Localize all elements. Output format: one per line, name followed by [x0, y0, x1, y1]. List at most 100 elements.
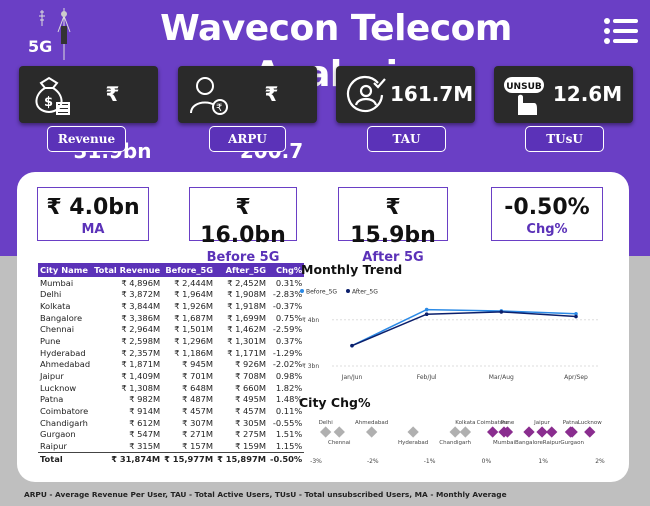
table-row[interactable]: Coimbatore ₹ 914M ₹ 457M ₹ 457M 0.11% — [38, 405, 304, 417]
tusu-label-button[interactable]: TUsU — [525, 126, 604, 152]
city-marker[interactable] — [319, 426, 332, 438]
table-row[interactable]: Ahmedabad ₹ 1,871M ₹ 945M ₹ 926M -2.02% — [38, 358, 304, 370]
table-row[interactable]: Pune ₹ 2,598M ₹ 1,296M ₹ 1,301M 0.37% — [38, 335, 304, 347]
table-cell: 1.48% — [275, 394, 303, 405]
tau-label-button[interactable]: TAU — [367, 126, 446, 152]
col-after-5g[interactable]: After_5G — [215, 263, 269, 277]
table-cell: ₹ 1,964M — [174, 289, 214, 300]
table-row[interactable]: Jaipur ₹ 1,409M ₹ 701M ₹ 708M 0.98% — [38, 370, 304, 382]
col-city-name[interactable]: City Name — [38, 263, 93, 277]
table-cell: ₹ 2,964M — [121, 324, 161, 335]
monthly-trend-title: Monthly Trend — [301, 262, 403, 277]
table-cell: Pune — [40, 336, 61, 347]
city-label: Coimbatore — [477, 420, 510, 426]
5g-tower-logo: 5G — [28, 8, 71, 60]
kpi-tau-value: 161.7M — [390, 82, 474, 106]
city-marker[interactable] — [449, 426, 461, 438]
footer-note: ARPU - Average Revenue Per User, TAU - T… — [24, 490, 507, 499]
table-row[interactable]: Bangalore ₹ 3,386M ₹ 1,687M ₹ 1,699M 0.75% — [38, 312, 304, 324]
table-cell: ₹ 1,171M — [227, 347, 267, 358]
metric-ma-label: MA — [81, 222, 105, 237]
city-label: Bangalore — [515, 440, 544, 446]
table-row[interactable]: Gurgaon ₹ 547M ₹ 271M ₹ 275M 1.51% — [38, 428, 304, 440]
table-row[interactable]: Mumbai ₹ 4,896M ₹ 2,444M ₹ 2,452M 0.31% — [38, 277, 304, 289]
metric-before-label: Before 5G — [206, 250, 280, 265]
table-cell: ₹ 2,452M — [227, 277, 267, 288]
table-cell: ₹ 701M — [182, 370, 214, 381]
table-row[interactable]: Kolkata ₹ 3,844M ₹ 1,926M ₹ 1,918M -0.37% — [38, 300, 304, 312]
table-cell: ₹ 1,501M — [174, 324, 214, 335]
table-cell: 1.82% — [275, 382, 303, 393]
city-marker[interactable] — [523, 426, 535, 438]
table-cell: -0.37% — [272, 301, 303, 312]
table-header-row: City Name Total Revenue Before_5G After_… — [38, 263, 305, 277]
table-cell: Bangalore — [40, 312, 83, 323]
city-chg-chart: Delhi Chennai Ahmedabad Hyderabad Kolkata Cha… — [310, 420, 605, 465]
table-cell: ₹ 2,444M — [174, 277, 214, 288]
col-chg[interactable]: Chg% — [268, 263, 305, 277]
table-cell: Chandigarh — [40, 417, 88, 428]
table-row[interactable]: Lucknow ₹ 1,308M ₹ 648M ₹ 660M 1.82% — [38, 382, 304, 394]
table-cell: Kolkata — [40, 301, 71, 312]
table-cell: 0.11% — [275, 405, 303, 416]
table-row[interactable]: Chennai ₹ 2,964M ₹ 1,501M ₹ 1,462M -2.59% — [38, 324, 304, 336]
monthly-trend-chart: Before_5G After_5G ₹ 4bn ₹ 3bn Jan/Jun Feb/Ju… — [300, 289, 600, 381]
city-marker[interactable] — [546, 426, 558, 438]
x-tick-label: -2% — [367, 458, 379, 465]
city-marker[interactable] — [486, 426, 499, 438]
table-cell: -0.55% — [272, 417, 303, 428]
table-cell: ₹ 612M — [129, 417, 161, 428]
col-total-revenue[interactable]: Total Revenue — [92, 263, 163, 277]
table-cell: ₹ 648M — [182, 382, 214, 393]
table-cell: ₹ 457M — [235, 405, 267, 416]
table-cell: -2.02% — [272, 359, 303, 370]
city-marker[interactable] — [566, 426, 578, 438]
metric-after-label: After 5G — [362, 250, 424, 265]
table-cell: ₹ 495M — [235, 394, 267, 405]
city-marker[interactable] — [501, 426, 514, 438]
menu-icon[interactable] — [604, 18, 638, 44]
city-marker[interactable] — [407, 426, 419, 438]
city-marker[interactable] — [366, 426, 378, 438]
arpu-label-button[interactable]: ARPU — [209, 126, 286, 152]
table-row[interactable]: Patna ₹ 982M ₹ 487M ₹ 495M 1.48% — [38, 393, 304, 405]
unsubscribe-icon: UNSUB — [504, 77, 544, 115]
data-point[interactable] — [424, 312, 429, 316]
x-tick-label: 0% — [482, 458, 492, 465]
table-cell: 0.75% — [275, 312, 303, 323]
table-total-cell: ₹ 31,874M — [92, 451, 163, 466]
legend-marker — [346, 289, 350, 293]
table-cell: ₹ 945M — [182, 359, 214, 370]
revenue-label-button[interactable]: Revenue — [47, 126, 126, 152]
table-cell: Lucknow — [40, 382, 77, 393]
data-point[interactable] — [499, 310, 504, 314]
data-point[interactable] — [574, 314, 578, 319]
table-cell: -2.83% — [272, 289, 303, 300]
money-bag-icon: $ — [35, 76, 70, 115]
table-cell: ₹ 305M — [235, 417, 267, 428]
table-cell: ₹ 271M — [182, 429, 214, 440]
table-row[interactable]: Raipur ₹ 315M ₹ 157M ₹ 159M 1.15% — [38, 440, 304, 452]
table-cell: ₹ 1,462M — [227, 324, 267, 335]
table-cell: ₹ 1,409M — [121, 370, 161, 381]
data-point[interactable] — [424, 307, 429, 312]
city-marker[interactable] — [584, 426, 596, 438]
city-marker[interactable] — [459, 426, 472, 438]
data-point[interactable] — [574, 311, 578, 316]
kpi-arpu: ₹ ₹ 200.7 — [178, 66, 317, 163]
city-marker[interactable] — [333, 426, 345, 438]
table-cell: ₹ 660M — [235, 382, 267, 393]
city-label: Patna — [563, 420, 578, 426]
kpi-tau: 161.7M — [336, 66, 475, 123]
table-cell: ₹ 3,386M — [121, 312, 161, 323]
col-before-5g[interactable]: Before_5G — [162, 263, 216, 277]
table-row[interactable]: Chandigarh ₹ 612M ₹ 307M ₹ 305M -0.55% — [38, 417, 304, 429]
series-line-after_5g — [351, 311, 577, 347]
table-row[interactable]: Hyderabad ₹ 2,357M ₹ 1,186M ₹ 1,171M -1.29% — [38, 347, 304, 359]
city-marker[interactable] — [536, 426, 548, 438]
table-total-row: Total ₹ 31,874M ₹ 15,977M ₹ 15,897M -0.50% — [38, 451, 305, 466]
table-cell: 0.37% — [275, 336, 303, 347]
table-row[interactable]: Delhi ₹ 3,872M ₹ 1,964M ₹ 1,908M -2.83% — [38, 289, 304, 301]
data-point[interactable] — [350, 343, 354, 348]
x-tick-label: 1% — [538, 458, 548, 465]
